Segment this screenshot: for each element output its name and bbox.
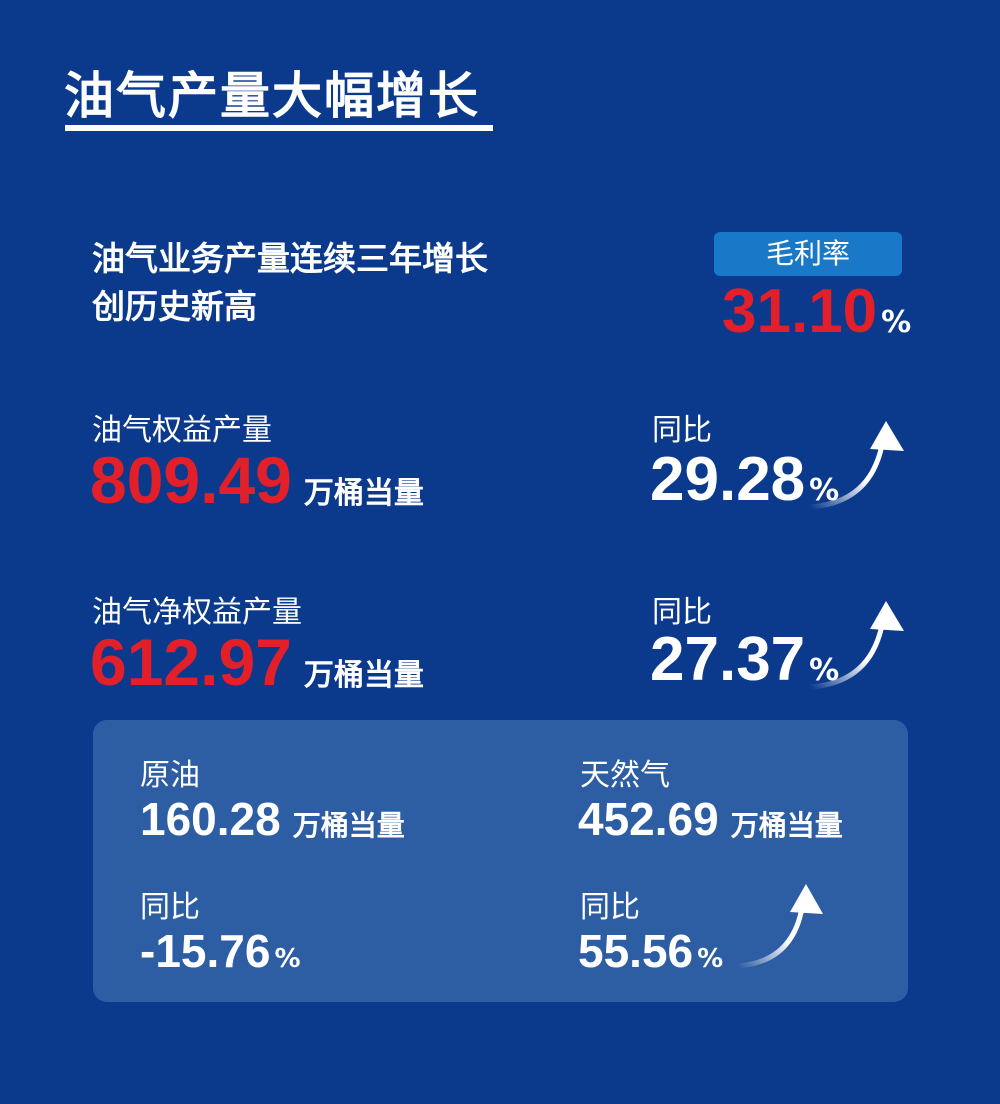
- equity-production-number: 809.49: [90, 443, 292, 517]
- title-underline: [65, 125, 493, 131]
- net-equity-production-number: 612.97: [90, 625, 292, 699]
- page-title: 油气产量大幅增长: [64, 67, 480, 125]
- crude-oil-yoy-value: -15.76%: [140, 924, 301, 978]
- up-arrow-icon: [809, 421, 904, 510]
- equity-production-label: 油气权益产量: [92, 413, 272, 448]
- natural-gas-yoy-label: 同比: [580, 890, 640, 925]
- crude-oil-yoy-number: -15.76: [140, 925, 271, 977]
- gross-margin-value: 31.10%: [722, 276, 911, 347]
- equity-production-value: 809.49 万桶当量: [90, 442, 424, 518]
- percent-sign: %: [697, 944, 724, 974]
- unit: 万桶当量: [730, 809, 843, 842]
- equity-yoy-label: 同比: [652, 413, 712, 448]
- up-arrow-icon: [737, 884, 823, 969]
- unit: 万桶当量: [303, 476, 424, 511]
- up-arrow-icon: [809, 601, 904, 690]
- gross-margin-badge: 毛利率: [714, 232, 902, 276]
- gross-margin-number: 31.10: [722, 277, 878, 346]
- equity-yoy-value: 29.28%: [650, 444, 839, 515]
- equity-yoy-number: 29.28: [650, 445, 806, 514]
- natural-gas-value: 452.69 万桶当量: [578, 792, 843, 846]
- net-equity-yoy-value: 27.37%: [650, 624, 839, 695]
- net-equity-production-value: 612.97 万桶当量: [90, 624, 424, 700]
- crude-oil-number: 160.28: [140, 793, 281, 845]
- crude-oil-label: 原油: [140, 758, 200, 793]
- headline-line1: 油气业务产量连续三年增长: [92, 239, 488, 278]
- net-equity-production-label: 油气净权益产量: [92, 595, 302, 630]
- natural-gas-yoy-number: 55.56: [578, 925, 694, 977]
- natural-gas-label: 天然气: [580, 758, 670, 793]
- crude-oil-yoy-label: 同比: [140, 890, 200, 925]
- natural-gas-number: 452.69: [578, 793, 719, 845]
- unit: 万桶当量: [303, 658, 424, 693]
- net-equity-yoy-label: 同比: [652, 595, 712, 630]
- percent-sign: %: [881, 305, 912, 340]
- headline-line2: 创历史新高: [92, 287, 257, 326]
- net-equity-yoy-number: 27.37: [650, 625, 806, 694]
- unit: 万桶当量: [292, 809, 405, 842]
- natural-gas-yoy-value: 55.56%: [578, 924, 723, 978]
- percent-sign: %: [274, 944, 301, 974]
- crude-oil-value: 160.28 万桶当量: [140, 792, 405, 846]
